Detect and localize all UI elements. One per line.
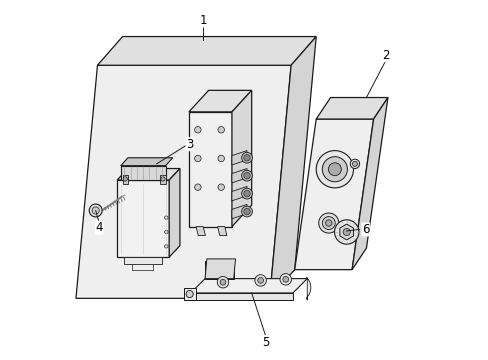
Circle shape [254, 275, 266, 286]
Polygon shape [294, 119, 373, 270]
Circle shape [318, 213, 338, 233]
Polygon shape [131, 264, 153, 270]
Circle shape [92, 207, 99, 214]
Circle shape [244, 154, 250, 161]
Circle shape [322, 157, 346, 182]
Circle shape [241, 206, 252, 217]
Polygon shape [188, 112, 231, 226]
Polygon shape [169, 168, 180, 257]
Polygon shape [97, 37, 316, 65]
Text: 2: 2 [382, 49, 389, 62]
Circle shape [325, 220, 331, 226]
Circle shape [89, 204, 102, 217]
Circle shape [241, 152, 252, 163]
Polygon shape [160, 175, 165, 184]
Circle shape [218, 155, 224, 162]
Circle shape [194, 184, 201, 190]
Circle shape [220, 279, 225, 285]
Circle shape [164, 230, 168, 234]
Circle shape [316, 150, 353, 188]
Circle shape [282, 276, 288, 282]
Polygon shape [122, 175, 128, 184]
Circle shape [328, 163, 341, 176]
Circle shape [218, 127, 224, 133]
Circle shape [161, 177, 165, 181]
Circle shape [334, 220, 358, 244]
Circle shape [218, 184, 224, 190]
Text: 3: 3 [186, 138, 193, 150]
Circle shape [352, 161, 357, 166]
Circle shape [280, 274, 291, 285]
Circle shape [217, 276, 228, 288]
Polygon shape [188, 90, 251, 112]
Polygon shape [117, 180, 169, 257]
Circle shape [257, 278, 263, 283]
Circle shape [164, 244, 168, 248]
Polygon shape [196, 226, 205, 235]
Polygon shape [231, 150, 246, 165]
Polygon shape [190, 293, 292, 300]
Polygon shape [121, 166, 165, 180]
Polygon shape [231, 186, 246, 201]
Polygon shape [316, 98, 387, 119]
Polygon shape [231, 204, 246, 219]
Circle shape [343, 228, 349, 235]
Polygon shape [76, 65, 290, 298]
Circle shape [194, 127, 201, 133]
Circle shape [244, 208, 250, 215]
Circle shape [349, 159, 359, 168]
Circle shape [123, 177, 127, 181]
Polygon shape [306, 278, 310, 300]
Circle shape [244, 172, 250, 179]
Circle shape [194, 155, 201, 162]
Polygon shape [121, 158, 172, 166]
Circle shape [244, 190, 250, 197]
Circle shape [241, 188, 252, 199]
Polygon shape [231, 90, 251, 226]
Polygon shape [117, 168, 180, 180]
Polygon shape [204, 259, 235, 279]
Polygon shape [204, 261, 233, 279]
Polygon shape [190, 279, 306, 293]
Circle shape [241, 170, 252, 181]
Polygon shape [351, 98, 387, 270]
Text: 5: 5 [262, 336, 269, 348]
Polygon shape [217, 226, 226, 235]
Text: 1: 1 [199, 14, 206, 27]
Text: 6: 6 [361, 223, 369, 236]
Polygon shape [124, 257, 162, 264]
Polygon shape [183, 288, 196, 300]
Polygon shape [269, 37, 316, 298]
Text: 4: 4 [95, 221, 103, 234]
Polygon shape [339, 224, 353, 240]
Polygon shape [231, 168, 246, 183]
Circle shape [185, 291, 193, 298]
Circle shape [322, 217, 335, 229]
Circle shape [164, 216, 168, 220]
